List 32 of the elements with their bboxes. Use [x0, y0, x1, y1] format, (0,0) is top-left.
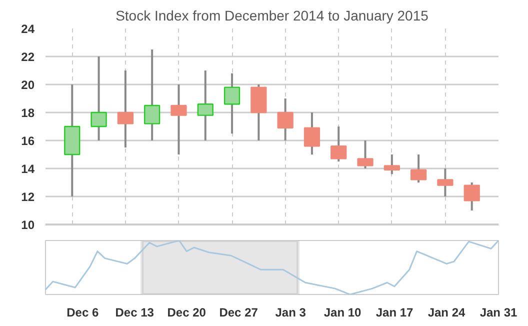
x-tick-label: Jan 17 — [376, 306, 414, 320]
y-tick-label: 24 — [21, 22, 35, 36]
y-tick-label: 12 — [21, 190, 35, 204]
y-tick-label: 22 — [21, 50, 35, 64]
x-tick-label: Dec 6 — [66, 306, 99, 320]
candlestick — [144, 48, 160, 142]
x-tick-label: Jan 24 — [428, 306, 466, 320]
candlestick — [357, 140, 374, 170]
candlestick — [304, 112, 320, 156]
candlestick — [90, 56, 107, 142]
candlestick — [224, 72, 240, 134]
candlestick — [384, 154, 400, 176]
candlestick — [117, 70, 134, 148]
x-tick-label: Jan 10 — [324, 306, 362, 320]
x-tick-label: Dec 27 — [219, 306, 258, 320]
candlestick — [464, 182, 480, 212]
y-tick-label: 20 — [21, 78, 35, 92]
y-tick-label: 18 — [21, 106, 35, 120]
y-tick-label: 10 — [21, 218, 35, 232]
candlestick — [197, 70, 214, 142]
candlestick — [437, 168, 454, 198]
candlestick — [170, 84, 187, 156]
candlestick — [410, 154, 427, 184]
x-tick-label: Dec 13 — [115, 306, 154, 320]
x-tick-label: Jan 31 — [480, 306, 518, 320]
x-tick-label: Dec 20 — [167, 306, 206, 320]
y-tick-label: 16 — [21, 134, 35, 148]
y-tick-label: 14 — [21, 162, 35, 176]
candlestick — [277, 98, 294, 142]
x-tick-label: Jan 3 — [275, 306, 306, 320]
candlestick — [330, 126, 347, 162]
chart-title: Stock Index from December 2014 to January 2015 — [116, 8, 429, 24]
